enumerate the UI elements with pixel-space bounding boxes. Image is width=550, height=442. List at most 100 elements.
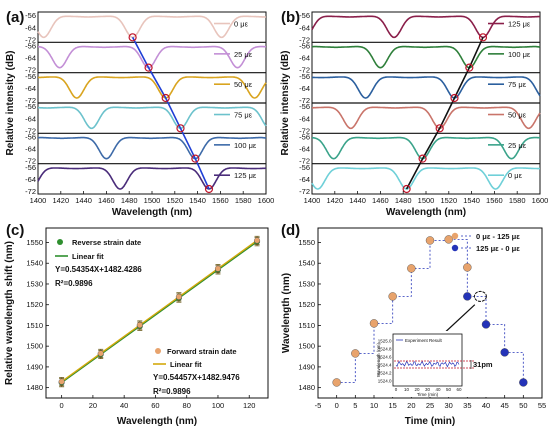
y-tick-label: 1510 — [298, 321, 315, 330]
inset-y-axis-label: Wavelength (nm) — [376, 342, 381, 377]
legend-label: 0 με — [234, 20, 249, 29]
x-tick-label: 0 — [335, 401, 339, 410]
y-tick-label: -72 — [25, 66, 36, 75]
panel-d-time-series: -5 0 5 10 15 20 25 30 35 40 45 50 551480149015001510… — [281, 227, 546, 427]
y-tick-label: 1550 — [298, 238, 315, 247]
x-tick-label: 1580 — [509, 196, 526, 205]
x-tick-label: 1500 — [418, 196, 435, 205]
data-point — [388, 292, 397, 301]
fit-r2: R²=0.9896 — [153, 387, 191, 396]
y-tick-label: 1530 — [26, 279, 43, 288]
legend-marker — [155, 348, 161, 354]
x-tick-label: 1400 — [30, 196, 47, 205]
legend-label: 50 με — [234, 80, 253, 89]
y-tick-label: -56 — [25, 102, 36, 111]
x-tick-label: 1560 — [486, 196, 503, 205]
data-point — [519, 378, 528, 387]
x-tick-label: 60 — [151, 401, 159, 410]
inset-x-tick-label: 40 — [435, 387, 441, 392]
dip-marker — [144, 63, 153, 72]
y-tick-label: 1540 — [298, 259, 315, 268]
dip-trace-line — [131, 36, 210, 190]
legend-label: 100 με — [508, 50, 531, 59]
y-tick-label: -64 — [299, 114, 310, 123]
spectrum-line — [38, 45, 266, 69]
y-tick-label: -64 — [299, 175, 310, 184]
legend-label: Linear fit — [72, 252, 104, 261]
y-tick-label: 1520 — [298, 300, 315, 309]
x-tick-label: 55 — [538, 401, 546, 410]
inset-annotation: 31pm — [473, 360, 493, 369]
step-path — [336, 239, 524, 383]
spectrum-line — [37, 136, 267, 160]
fit-line — [61, 239, 258, 383]
x-tick-label: 1480 — [395, 196, 412, 205]
legend-label: 25 με — [234, 50, 253, 59]
dip-marker — [402, 184, 411, 194]
x-tick-label: 80 — [183, 401, 191, 410]
inset-y-tick-label: 1524.4 — [378, 363, 392, 368]
fit-equation: Y=0.54354X+1482.4286 — [55, 265, 142, 274]
spectrum-line — [37, 167, 266, 190]
data-point — [351, 349, 360, 358]
spectrum-line — [37, 15, 266, 39]
dip-marker — [204, 184, 214, 194]
legend-label: 75 με — [508, 80, 527, 89]
y-tick-label: 1510 — [26, 321, 43, 330]
x-tick-label: 0 — [60, 401, 64, 410]
inset-x-tick-label: 30 — [425, 387, 431, 392]
inset-y-tick-label: 1524.6 — [378, 355, 392, 360]
x-tick-label: 20 — [89, 401, 97, 410]
data-point — [463, 292, 472, 301]
y-tick-label: 1520 — [26, 300, 43, 309]
y-tick-label: -56 — [299, 102, 310, 111]
data-point — [463, 263, 472, 272]
legend-marker — [451, 232, 459, 240]
legend-label: 75 με — [234, 111, 253, 120]
inset-y-tick-label: 1525.0 — [378, 339, 392, 344]
legend-label: Forward strain date — [167, 347, 237, 356]
legend-label: 0 με - 125 με — [476, 232, 520, 241]
x-tick-label: 40 — [120, 401, 128, 410]
x-tick-label: 1600 — [258, 196, 275, 205]
spectrum-line — [38, 106, 267, 130]
y-axis-label: Wavelength (nm) — [281, 273, 292, 353]
spectrum-line — [312, 136, 540, 160]
y-tick-label: 1540 — [26, 259, 43, 268]
y-axis-label: Relative intensity (dB) — [5, 50, 16, 155]
legend-label: Reverse strain date — [72, 238, 141, 247]
x-tick-label: 15 — [388, 401, 396, 410]
panel-label-c: (c) — [6, 222, 24, 239]
inset-x-axis-label: Time (min) — [417, 392, 439, 397]
legend-label: 50 με — [508, 111, 527, 120]
spectrum-line — [312, 106, 541, 130]
y-tick-label: -56 — [25, 132, 36, 141]
panel-label-d: (d) — [281, 222, 300, 239]
data-point — [332, 378, 341, 387]
x-tick-label: 1400 — [304, 196, 321, 205]
x-tick-label: 100 — [212, 401, 225, 410]
y-tick-label: -72 — [25, 35, 36, 44]
panel-label-a: (a) — [6, 9, 24, 26]
y-tick-label: -56 — [25, 72, 36, 81]
dip-marker — [435, 124, 444, 133]
x-tick-label: 20 — [407, 401, 415, 410]
y-tick-label: -56 — [25, 41, 36, 50]
dip-marker — [465, 63, 474, 72]
legend-label: 125 με — [508, 20, 531, 29]
y-tick-label: -64 — [299, 145, 310, 154]
dip-marker — [418, 154, 427, 163]
data-point — [97, 350, 104, 357]
y-tick-label: -64 — [25, 145, 36, 154]
y-axis-label: Relative intensity (dB) — [280, 50, 291, 155]
legend-label: 125 με - 0 με — [476, 244, 520, 253]
x-tick-label: 1480 — [121, 196, 138, 205]
y-tick-label: -56 — [25, 11, 36, 20]
data-point — [136, 322, 143, 329]
data-point — [175, 293, 182, 300]
y-tick-label: -56 — [299, 72, 310, 81]
panel-a-spectra: -56 -64 -72 0 με -56 -64 -72 25 με -56 -64 -72 50 μ… — [5, 11, 274, 218]
legend-label: 100 με — [234, 141, 257, 150]
y-tick-label: -64 — [299, 23, 310, 32]
x-tick-label: 1540 — [463, 196, 480, 205]
